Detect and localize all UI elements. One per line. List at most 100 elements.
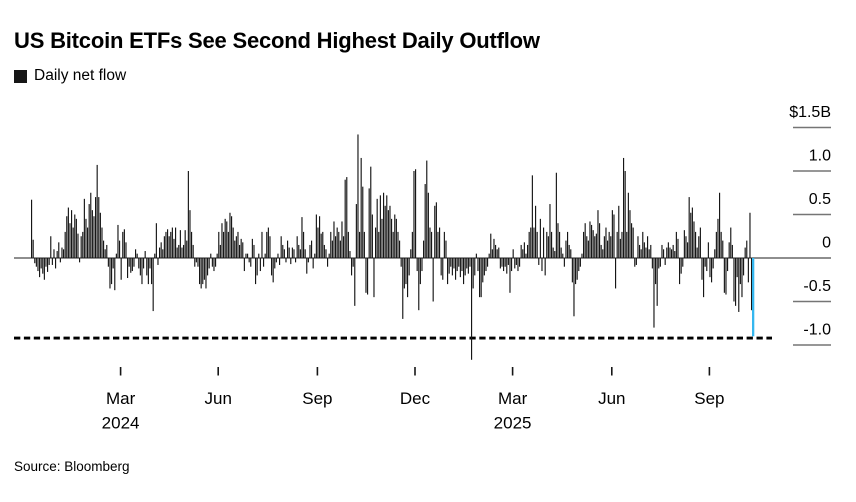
daily-net-flow-bar	[512, 249, 514, 258]
daily-net-flow-bar	[738, 258, 740, 312]
daily-net-flow-bar	[376, 198, 378, 258]
daily-net-flow-bar	[64, 231, 66, 258]
daily-net-flow-bar	[421, 258, 423, 272]
daily-net-flow-bar	[536, 231, 538, 258]
daily-net-flow-bar	[626, 231, 628, 258]
daily-net-flow-bar	[549, 204, 551, 258]
daily-net-flow-bar	[743, 258, 745, 276]
x-axis-year-label: 2024	[102, 414, 140, 433]
daily-net-flow-bar	[469, 258, 471, 267]
daily-net-flow-bar	[221, 223, 223, 258]
daily-net-flow-bar	[208, 258, 210, 269]
daily-net-flow-bar	[51, 258, 53, 265]
daily-net-flow-bar	[227, 231, 229, 258]
daily-net-flow-bar	[586, 236, 588, 258]
daily-net-flow-bar	[480, 258, 482, 298]
daily-net-flow-bar	[706, 258, 708, 272]
daily-net-flow-bar	[538, 258, 540, 265]
daily-net-flow-bar	[730, 227, 732, 258]
daily-net-flow-bar	[381, 218, 383, 258]
daily-net-flow-bar	[256, 258, 258, 276]
daily-net-flow-bar	[717, 218, 719, 258]
y-axis-tick-label: $1.5B	[789, 104, 831, 121]
daily-net-flow-bar	[533, 227, 535, 258]
daily-net-flow-bar	[728, 242, 730, 258]
daily-net-flow-bar	[71, 210, 73, 258]
daily-net-flow-bar	[210, 253, 212, 258]
daily-net-flow-bar	[143, 258, 145, 269]
daily-net-flow-bar	[330, 231, 332, 258]
daily-net-flow-bar	[322, 231, 324, 258]
daily-net-flow-bar	[253, 244, 255, 258]
daily-net-flow-bar	[751, 258, 753, 311]
daily-net-flow-bar	[559, 231, 561, 258]
daily-net-flow-bar	[499, 258, 501, 269]
daily-net-flow-bar	[47, 258, 49, 272]
daily-net-flow-bar	[659, 258, 661, 267]
daily-net-flow-bar	[371, 214, 373, 258]
daily-net-flow-bar	[186, 240, 188, 258]
daily-net-flow-bar	[216, 253, 218, 258]
daily-net-flow-bar	[527, 244, 529, 258]
daily-net-flow-bar	[498, 247, 500, 258]
daily-net-flow-bar	[61, 247, 63, 258]
daily-net-flow-bar	[507, 258, 509, 265]
daily-net-flow-bar	[183, 244, 185, 258]
daily-net-flow-bar	[687, 242, 689, 258]
daily-net-flow-bar	[274, 258, 276, 269]
daily-net-flow-bar	[530, 227, 532, 258]
daily-net-flow-bar	[163, 236, 165, 258]
daily-net-flow-bar	[32, 239, 34, 258]
daily-net-flow-bar	[355, 204, 357, 258]
daily-net-flow-bar	[575, 258, 577, 285]
daily-net-flow-bar	[79, 258, 81, 263]
daily-net-flow-bar	[563, 258, 565, 267]
daily-net-flow-bar	[698, 236, 700, 258]
daily-net-flow-bar	[627, 192, 629, 258]
y-axis-tick-label: 0.5	[809, 191, 831, 208]
daily-net-flow-bar	[379, 195, 381, 258]
daily-net-flow-bar	[93, 216, 95, 258]
daily-net-flow-bar	[565, 240, 567, 258]
daily-net-flow-bar	[128, 258, 130, 267]
daily-net-flow-bar	[645, 247, 647, 258]
daily-net-flow-bar	[152, 258, 154, 312]
daily-net-flow-bar	[74, 214, 76, 258]
daily-net-flow-bar	[685, 236, 687, 258]
daily-net-flow-bar	[149, 258, 151, 269]
daily-net-flow-bar	[104, 249, 106, 258]
daily-net-flow-bar	[696, 247, 698, 258]
daily-net-flow-bar	[336, 227, 338, 258]
daily-net-flow-bar	[570, 249, 572, 258]
daily-net-flow-bar	[711, 258, 713, 283]
daily-net-flow-bar	[258, 253, 260, 258]
daily-net-flow-bar	[736, 258, 738, 278]
legend: Daily net flow	[14, 67, 126, 84]
daily-net-flow-bar	[727, 258, 729, 272]
daily-net-flow-bar	[459, 258, 461, 278]
daily-net-flow-bar	[619, 238, 621, 258]
legend-swatch	[14, 69, 27, 83]
daily-net-flow-bar	[610, 236, 612, 258]
daily-net-flow-bar	[328, 253, 330, 258]
daily-net-flow-bar	[608, 231, 610, 258]
daily-net-flow-bar	[264, 253, 266, 258]
daily-net-flow-bar	[615, 258, 617, 289]
daily-net-flow-bar	[333, 221, 335, 258]
daily-net-flow-bar	[346, 177, 348, 258]
daily-net-flow-bar	[547, 236, 549, 258]
daily-net-flow-bar	[631, 223, 633, 258]
daily-net-flow-bar	[611, 210, 613, 258]
daily-net-flow-bar	[607, 240, 609, 258]
daily-net-flow-bar	[85, 218, 87, 258]
daily-net-flow-bar	[144, 251, 146, 258]
daily-net-flow-bar	[138, 258, 140, 269]
daily-net-flow-bar	[357, 134, 359, 258]
daily-net-flow-bar	[541, 258, 543, 272]
daily-net-flow-bar	[248, 258, 250, 263]
daily-net-flow-bar	[656, 258, 658, 306]
daily-net-flow-bar	[269, 236, 271, 258]
daily-net-flow-bar	[303, 231, 305, 258]
daily-net-flow-bar	[301, 217, 303, 258]
daily-net-flow-bar	[453, 258, 455, 269]
